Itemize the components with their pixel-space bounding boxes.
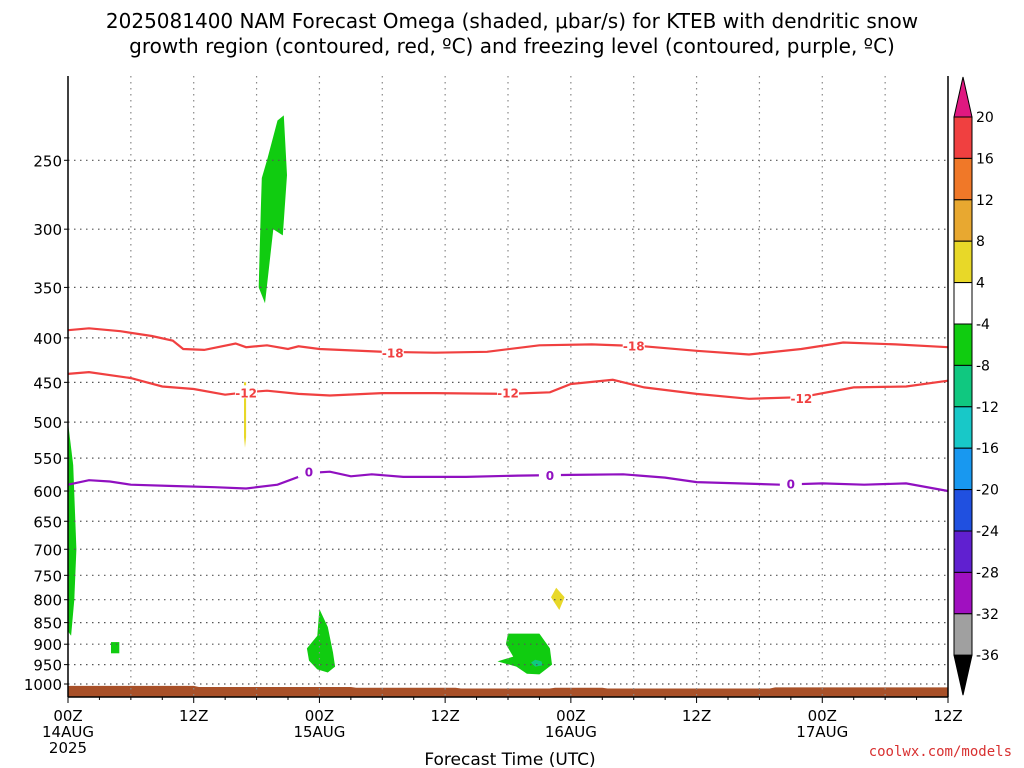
x-tick-label: 12Z: [430, 707, 459, 725]
omega-region: [258, 115, 287, 304]
x-tick-date: 14AUG: [42, 723, 94, 741]
contour-label: 0: [546, 469, 554, 483]
colorbar-bin: [953, 447, 973, 491]
y-tick-label: 650: [33, 513, 62, 531]
colorbar: 20 16 12 8 4 -4 -8 -12 -16 -20 -24 -28 -32 -36: [953, 76, 999, 696]
contour-label: -18: [623, 339, 645, 353]
contour-label-bg: [779, 476, 802, 490]
y-tick-label: 900: [33, 636, 62, 654]
contour-label: -18: [382, 347, 404, 361]
colorbar-cap-top: [953, 76, 973, 118]
colorbar-tick-label: -28: [976, 565, 999, 581]
x-tick-date: 15AUG: [293, 723, 345, 741]
colorbar-tick-label: 16: [976, 151, 994, 167]
x-tick-label: 00Z: [808, 707, 837, 725]
x-tick-label: 00Z: [53, 707, 82, 725]
x-tick-label: 12Z: [682, 707, 711, 725]
y-tick-label: 700: [33, 541, 62, 559]
colorbar-tick-label: -36: [976, 648, 999, 664]
colorbar-bin: [953, 364, 973, 408]
omega-region: [551, 587, 565, 610]
omega-region: [68, 422, 77, 636]
y-tick-label: 1000: [24, 676, 62, 694]
colorbar-tick-label: 8: [976, 234, 985, 250]
colorbar-bin: [953, 240, 973, 284]
title-line-1: 2025081400 NAM Forecast Omega (shaded, μ…: [106, 9, 918, 33]
terrain-area: [68, 685, 948, 697]
y-tick-label: 850: [33, 615, 62, 633]
contour-line: [67, 327, 949, 356]
colorbar-bin: [953, 157, 973, 201]
x-tick-label: 00Z: [305, 707, 334, 725]
x-tick-date: 16AUG: [545, 723, 597, 741]
contour-label: -12: [235, 386, 257, 400]
axes: 250 300 350 400 450 500 550 600 650 700 750 800 850 9…: [24, 76, 963, 757]
y-tick-label: 450: [33, 374, 62, 392]
y-tick-label: 300: [33, 221, 62, 239]
y-tick-label: 750: [33, 567, 62, 585]
colorbar-cap-bottom: [953, 654, 973, 696]
y-tick-label: 600: [33, 483, 62, 501]
colorbar-bin: [953, 323, 973, 366]
credit-link[interactable]: coolwx.com/models: [869, 744, 1012, 760]
contour-line: [67, 470, 949, 493]
contour-label-bg: [538, 467, 561, 481]
colorbar-tick-label: -12: [976, 400, 999, 416]
y-tick-label: 950: [33, 657, 62, 675]
colorbar-tick-label: -20: [976, 483, 999, 499]
colorbar-tick-label: -4: [976, 317, 990, 333]
x-tick-label: 00Z: [556, 707, 585, 725]
y-tick-label: 500: [33, 414, 62, 432]
omega-region: [306, 609, 336, 673]
colorbar-tick-label: 20: [976, 110, 994, 126]
colorbar-tick-label: -16: [976, 441, 999, 457]
x-tick-label: 12Z: [933, 707, 962, 725]
y-tick-label: 400: [33, 330, 62, 348]
colorbar-bin: [953, 530, 973, 573]
colorbar-tick-label: 4: [976, 276, 985, 292]
contour-label-bg: [790, 390, 813, 404]
contour-label: 0: [305, 466, 313, 480]
contour-label-bg: [622, 338, 645, 352]
terrain-fill: [68, 685, 948, 697]
omega-region: [244, 382, 247, 448]
x-tick-date: 17AUG: [796, 723, 848, 741]
contour-label: -12: [497, 386, 519, 400]
colorbar-tick-label: -32: [976, 607, 999, 623]
contour-line: [67, 370, 949, 400]
colorbar-tick-label: 12: [976, 193, 994, 209]
contour-label-bg: [381, 345, 404, 359]
title-line-2: growth region (contoured, red, ºC) and f…: [129, 34, 895, 58]
x-tick-label: 12Z: [179, 707, 208, 725]
contour-label: 0: [787, 477, 795, 491]
y-tick-label: 350: [33, 279, 62, 297]
colorbar-bin: [953, 406, 973, 449]
y-tick-label: 550: [33, 450, 62, 468]
contours: -18 -18 -12 -12 -12 0 0 0: [67, 327, 949, 493]
omega-shading: [68, 115, 565, 675]
x-axis-label: Forecast Time (UTC): [424, 750, 595, 768]
colorbar-tick-label: -24: [976, 524, 999, 540]
contour-label-bg: [497, 385, 519, 399]
omega-region: [111, 642, 120, 654]
colorbar-tick-label: -8: [976, 358, 990, 374]
contour-label: -12: [790, 392, 812, 406]
colorbar-bin: [953, 199, 973, 242]
omega-region: [531, 659, 543, 667]
contour-label-bg: [297, 464, 320, 478]
omega-region: [497, 633, 552, 675]
colorbar-bin: [953, 571, 973, 615]
contour-label-bg: [235, 385, 258, 399]
colorbar-bin: [953, 613, 973, 656]
grid: [68, 76, 948, 697]
colorbar-bin: [953, 489, 973, 532]
colorbar-bin: [953, 282, 973, 325]
y-tick-label: 250: [33, 152, 62, 170]
x-tick-year: 2025: [49, 739, 87, 757]
colorbar-bin: [953, 116, 973, 159]
y-tick-label: 800: [33, 592, 62, 610]
